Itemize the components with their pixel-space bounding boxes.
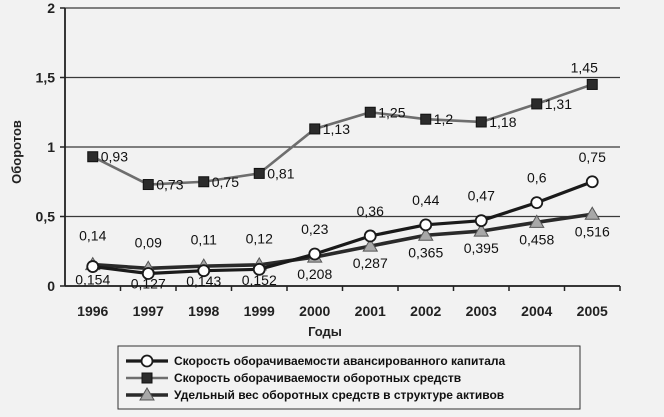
- series-1-point: [363, 229, 377, 243]
- data-label-3: 0,127: [131, 275, 166, 291]
- x-axis-ticks: 1996 1997 1998 1999 2000 2001 2002 2003 2004 2005: [77, 286, 621, 319]
- x-tick-label: 2000: [299, 303, 330, 319]
- data-label-1: 0,09: [135, 234, 162, 250]
- x-tick-label: 1996: [77, 303, 108, 319]
- data-label-1: 0,23: [301, 221, 328, 237]
- legend-marker-1: [140, 354, 154, 368]
- data-label-3: 0,516: [575, 223, 610, 239]
- legend-marker-2: [141, 372, 153, 384]
- data-label-2: 1,31: [545, 96, 572, 112]
- y-tick-label: 1,5: [36, 70, 56, 86]
- series-line-2: [92, 83, 593, 186]
- data-label-1: 0,75: [579, 149, 606, 165]
- x-tick-label: 1998: [188, 303, 219, 319]
- y-axis-ticks: 0 0,5 1 1,5 2: [36, 0, 56, 294]
- series-1-point: [252, 262, 266, 276]
- data-label-2: 1,2: [434, 111, 454, 127]
- y-tick-label: 0: [47, 278, 55, 294]
- series-3-point: [473, 223, 490, 237]
- series-2-point: [253, 167, 265, 179]
- data-label-1: 0,11: [191, 232, 217, 248]
- data-label-2: 0,73: [156, 177, 183, 193]
- x-tick-label: 1997: [133, 303, 164, 319]
- data-label-1: 0,47: [468, 188, 495, 204]
- data-label-3: 0,365: [408, 244, 443, 260]
- legend-entry-1: Скорость оборачиваемости авансированного…: [174, 354, 506, 368]
- series-2-point: [475, 116, 487, 128]
- data-label-2: 1,45: [571, 59, 598, 75]
- data-label-2: 0,93: [101, 149, 128, 165]
- series-3-point: [417, 227, 434, 241]
- series-1-point: [308, 247, 322, 261]
- series-3-point: [584, 206, 601, 220]
- series-2-point: [531, 98, 543, 110]
- data-label-3: 0,287: [353, 255, 388, 271]
- y-axis-title: Оборотов: [9, 120, 24, 184]
- x-tick-label: 2004: [521, 303, 552, 319]
- series-2-point: [309, 123, 321, 135]
- data-label-2: 1,18: [489, 114, 516, 130]
- grid: [60, 7, 620, 287]
- legend-entry-2: Скорость оборачиваемости оборотных средс…: [174, 371, 461, 385]
- x-tick-label: 2005: [577, 303, 608, 319]
- data-label-3: 0,152: [242, 272, 277, 288]
- series-2-point: [420, 113, 432, 125]
- series-group: [84, 78, 601, 280]
- data-label-2: 0,81: [267, 165, 294, 181]
- x-axis-title: Годы: [308, 324, 342, 339]
- data-label-3: 0,395: [464, 240, 499, 256]
- legend-marker-3: [139, 387, 155, 401]
- x-tick-label: 1999: [244, 303, 275, 319]
- data-label-1: 0,6: [527, 170, 547, 186]
- series-1-point: [530, 196, 544, 210]
- series-1-point: [419, 218, 433, 232]
- legend-entry-3: Удельный вес оборотных средств в структу…: [174, 388, 504, 402]
- data-label-1: 0,36: [357, 203, 384, 219]
- series-line-1: [92, 180, 593, 276]
- series-1-point: [141, 267, 155, 280]
- legend: Скорость оборачиваемости авансированного…: [117, 345, 581, 410]
- series-1-point: [86, 260, 100, 273]
- series-2-point: [87, 151, 99, 163]
- data-label-3: 0,143: [186, 273, 221, 289]
- series-2-point: [142, 179, 154, 191]
- series-2-point: [586, 78, 598, 90]
- series-3-point: [362, 238, 379, 252]
- y-tick-label: 0,5: [36, 209, 56, 225]
- data-label-1: 0,44: [412, 192, 439, 208]
- data-label-3: 0,154: [75, 272, 110, 288]
- data-label-2: 1,25: [378, 104, 405, 120]
- data-label-3: 0,458: [519, 231, 554, 247]
- series-1-point: [585, 175, 599, 189]
- series-1-point: [474, 214, 488, 228]
- x-tick-label: 2002: [410, 303, 441, 319]
- y-tick-label: 2: [47, 0, 55, 16]
- series-2-point: [364, 106, 376, 118]
- legend-box: [117, 345, 581, 410]
- data-labels: 0,14 0,09 0,11 0,12 0,23 0,36 0,44 0,47 0,6 0,75 0…: [75, 59, 610, 291]
- data-label-2: 0,75: [212, 174, 239, 190]
- series-line-3: [92, 212, 593, 271]
- data-label-1: 0,12: [246, 230, 273, 246]
- series-2-point: [198, 176, 210, 188]
- x-tick-label: 2001: [355, 303, 386, 319]
- data-label-1: 0,14: [79, 228, 106, 244]
- series-3-point: [528, 214, 545, 228]
- data-label-2: 1,13: [323, 121, 350, 137]
- x-tick-label: 2003: [466, 303, 497, 319]
- data-label-3: 0,208: [297, 266, 332, 282]
- y-tick-label: 1: [47, 139, 55, 155]
- series-1-point: [197, 264, 211, 278]
